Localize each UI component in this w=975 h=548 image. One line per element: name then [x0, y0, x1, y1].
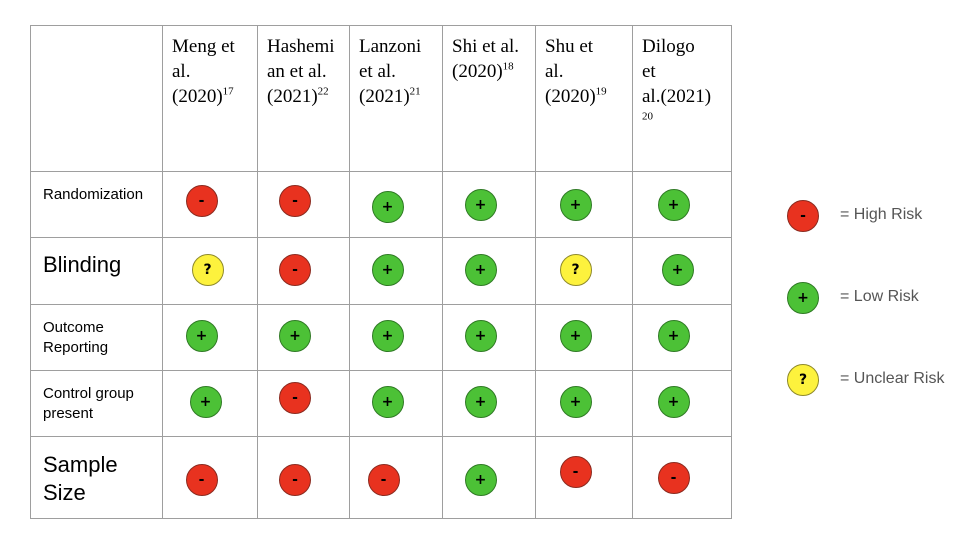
- study-name: Shu et al. (2020): [545, 36, 596, 107]
- reference-number: 17: [222, 85, 234, 98]
- high-risk-marker: -: [279, 464, 311, 496]
- low-risk-marker: +: [559, 386, 592, 418]
- legend-unclear-marker: ?: [787, 364, 819, 396]
- study-column-header: Meng et al. (2020)17: [172, 34, 255, 109]
- low-risk-marker: +: [559, 320, 592, 352]
- grid-row-line: [30, 237, 732, 238]
- low-risk-marker: +: [464, 320, 497, 352]
- legend-low-marker: +: [787, 282, 819, 314]
- low-risk-marker: +: [559, 189, 592, 221]
- study-name: Meng et al. (2020): [172, 36, 235, 107]
- low-risk-marker: +: [371, 320, 404, 352]
- high-risk-marker: -: [185, 185, 218, 217]
- reference-number: 18: [502, 60, 514, 73]
- low-risk-marker: +: [371, 191, 404, 223]
- high-risk-marker: -: [279, 382, 311, 414]
- criterion-row-label: Outcome Reporting: [43, 319, 109, 356]
- criterion-row-label: Blinding: [43, 252, 122, 277]
- grid-row-line: [30, 304, 732, 305]
- reference-number: 22: [317, 85, 329, 98]
- low-risk-marker: +: [464, 189, 497, 221]
- grid-row-line: [30, 171, 732, 172]
- low-risk-marker: +: [371, 253, 404, 286]
- grid-column-line: [30, 25, 31, 519]
- legend-unclear-label: = Unclear Risk: [840, 370, 945, 387]
- legend-low-label: = Low Risk: [840, 288, 919, 305]
- study-column-header: Lanzoni et al. (2021)21: [359, 34, 440, 109]
- grid-column-line: [442, 25, 443, 519]
- low-risk-marker: +: [464, 464, 497, 496]
- study-column-header: Shi et al. (2020)18: [452, 34, 533, 84]
- low-risk-marker: +: [657, 320, 690, 352]
- low-risk-marker: +: [464, 253, 497, 286]
- grid-row-line: [30, 436, 732, 437]
- high-risk-marker: -: [657, 462, 690, 494]
- grid-column-line: [349, 25, 350, 519]
- study-name: Hashemi an et al. (2021): [267, 36, 335, 107]
- high-risk-marker: -: [279, 253, 311, 286]
- legend-high-label: = High Risk: [840, 206, 923, 223]
- low-risk-marker: +: [279, 320, 311, 352]
- study-name: Shi et al. (2020): [452, 36, 520, 82]
- reference-number: 21: [409, 85, 421, 98]
- reference-number: 20: [642, 110, 653, 123]
- high-risk-marker: -: [279, 185, 311, 217]
- low-risk-marker: +: [657, 386, 690, 418]
- low-risk-marker: +: [371, 386, 404, 418]
- grid-row-line: [30, 25, 732, 26]
- grid-row-line: [30, 370, 732, 371]
- low-risk-marker: +: [189, 386, 222, 418]
- study-column-header: Shu et al. (2020)19: [545, 34, 630, 109]
- study-column-header: Dilogo et al.(2021) 20: [642, 34, 729, 134]
- high-risk-marker: -: [559, 456, 592, 488]
- grid-column-line: [731, 25, 732, 519]
- low-risk-marker: +: [661, 253, 694, 286]
- grid-column-line: [257, 25, 258, 519]
- legend-high-marker: -: [787, 200, 819, 232]
- study-column-header: Hashemi an et al. (2021)22: [267, 34, 347, 109]
- grid-column-line: [535, 25, 536, 519]
- grid-column-line: [162, 25, 163, 519]
- grid-row-line: [30, 518, 732, 519]
- low-risk-marker: +: [464, 386, 497, 418]
- high-risk-marker: -: [367, 464, 400, 496]
- high-risk-marker: -: [185, 464, 218, 496]
- low-risk-marker: +: [185, 320, 218, 352]
- unclear-risk-marker: ?: [559, 253, 592, 286]
- grid-column-line: [632, 25, 633, 519]
- low-risk-marker: +: [657, 189, 690, 221]
- study-name: Dilogo et al.(2021): [642, 36, 712, 107]
- unclear-risk-marker: ?: [191, 253, 224, 286]
- reference-number: 19: [595, 85, 607, 98]
- study-name: Lanzoni et al. (2021): [359, 36, 422, 107]
- criterion-row-label: Control group present: [43, 385, 134, 422]
- criterion-row-label: Sample Size: [43, 452, 118, 505]
- criterion-row-label: Randomization: [43, 186, 144, 203]
